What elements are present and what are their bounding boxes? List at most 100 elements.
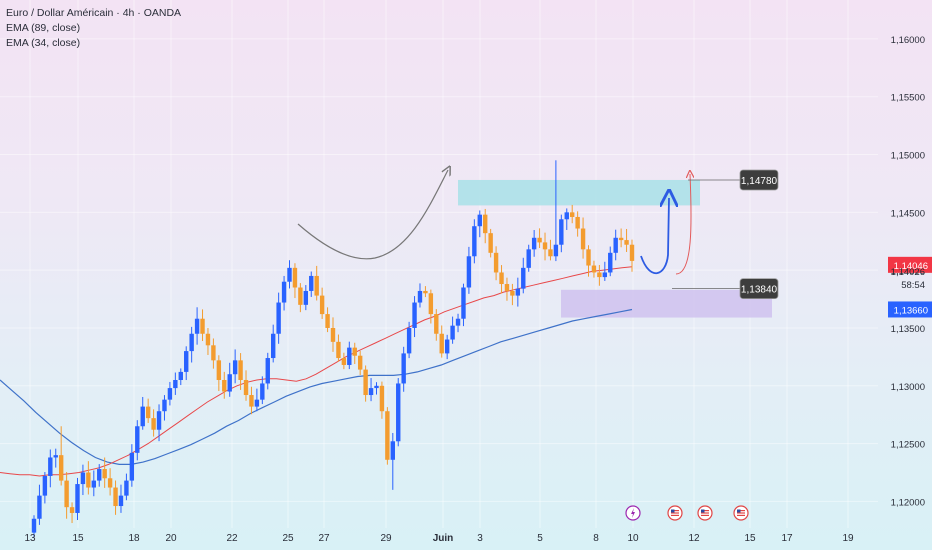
candle-bear [249,395,254,407]
candle-bull [75,484,80,513]
flag-canton [737,509,741,513]
candle-bull [162,399,167,412]
candle-bull [531,237,537,250]
candle-bull [287,267,292,282]
candle-bear [499,272,504,285]
flag-stripe [671,512,679,514]
candle-bull [91,480,96,488]
candle-bear [292,267,298,288]
candle-bull [602,272,608,278]
candle-bear [151,418,156,430]
candle-bull [42,475,48,496]
price-badge-label: 1,14046 [894,261,928,272]
annotations-layer: 1,14780 1,13840 [297,170,779,300]
x-tick-label: 12 [688,533,700,544]
candle-bull [276,302,281,334]
flag-stripe [737,512,745,514]
candle-bear [624,240,629,245]
level-label: 1,14780 [741,176,778,187]
chart-legend: Euro / Dollar Américain · 4h · OANDA EMA… [6,6,181,51]
candle-bear [483,214,488,234]
flag-stripe [737,514,745,516]
projection-arc-gray [297,170,448,260]
candle-bear [325,314,330,328]
price-badge-label: 1,13660 [894,305,928,316]
flag-canton [701,509,705,513]
chart-title[interactable]: Euro / Dollar Américain · 4h · OANDA [6,7,182,19]
candle-bull [167,388,173,400]
indicator-ema-34[interactable]: EMA (34, close) [6,37,81,49]
y-tick-label: 1,12500 [891,440,925,451]
candle-bull [232,360,238,375]
candle-bull [97,469,102,481]
candle-bear [205,333,211,346]
indicator-ema-89[interactable]: EMA (89, close) [6,22,81,34]
candle-bear [211,345,216,361]
candle-bear [629,244,635,261]
level-label: 1,13840 [741,285,778,296]
candle-bear [243,380,249,396]
x-tick-label: Juin [433,533,454,544]
candle-bear [493,252,499,273]
candles-layer [31,160,635,538]
candle-bear [570,212,575,217]
candle-bear [86,472,91,488]
lightning-bolt [631,508,635,518]
candle-bear [542,242,548,250]
candle-bear [548,249,553,257]
candle-bull [309,275,314,291]
flag-stripe [737,510,745,512]
y-tick-label: 1,13000 [891,382,925,393]
candle-bull [368,388,374,396]
candle-bull [401,353,406,384]
ema-34-line [0,266,633,477]
candle-bear [434,314,439,334]
x-axis: 13 15 18 20 22 25 27 29 Juin 3 5 8 10 12 15 17 19 [24,533,854,544]
candle-bear [113,487,118,507]
candle-bull [553,244,559,257]
candle-bull [374,385,379,389]
candle-bull [613,237,618,253]
candle-bear [58,455,64,481]
candle-bull [608,252,613,273]
candle-bear [336,341,341,359]
candle-bear [504,284,510,291]
candle-bull [156,411,162,430]
candle-bear [357,355,363,370]
candle-bull [80,472,86,485]
flag-stripe [701,510,709,512]
candle-bear [591,265,597,273]
candle-bull [455,318,461,326]
candle-bear [319,295,325,315]
candle-bear [385,411,390,460]
candle-bear [298,287,303,305]
candle-bull [178,371,183,380]
candle-bear [423,290,428,294]
x-tick-label: 15 [744,533,756,544]
candle-bull [227,374,232,392]
x-tick-label: 22 [226,533,238,544]
candle-bull [406,327,412,354]
x-tick-label: 15 [72,533,84,544]
candle-bull [564,212,569,220]
candle-bull [265,358,270,384]
y-tick-label: 1,15000 [891,151,925,162]
candle-bear [488,233,493,253]
candle-bull [559,219,564,245]
projection-arrow-red [675,174,691,275]
ema-89-line [0,308,633,465]
x-tick-label: 13 [24,533,36,544]
candle-bull [390,441,395,460]
candle-bull [31,518,37,533]
candle-bull [118,495,124,507]
candle-bear [363,369,368,396]
flag-stripe [701,514,709,516]
candle-bear [216,360,222,380]
candle-bear [597,272,602,278]
candle-bear [352,347,357,356]
x-tick-label: 18 [128,533,140,544]
candle-bear [537,237,542,243]
price-badge-bg [888,301,932,318]
candle-bear [575,216,580,229]
